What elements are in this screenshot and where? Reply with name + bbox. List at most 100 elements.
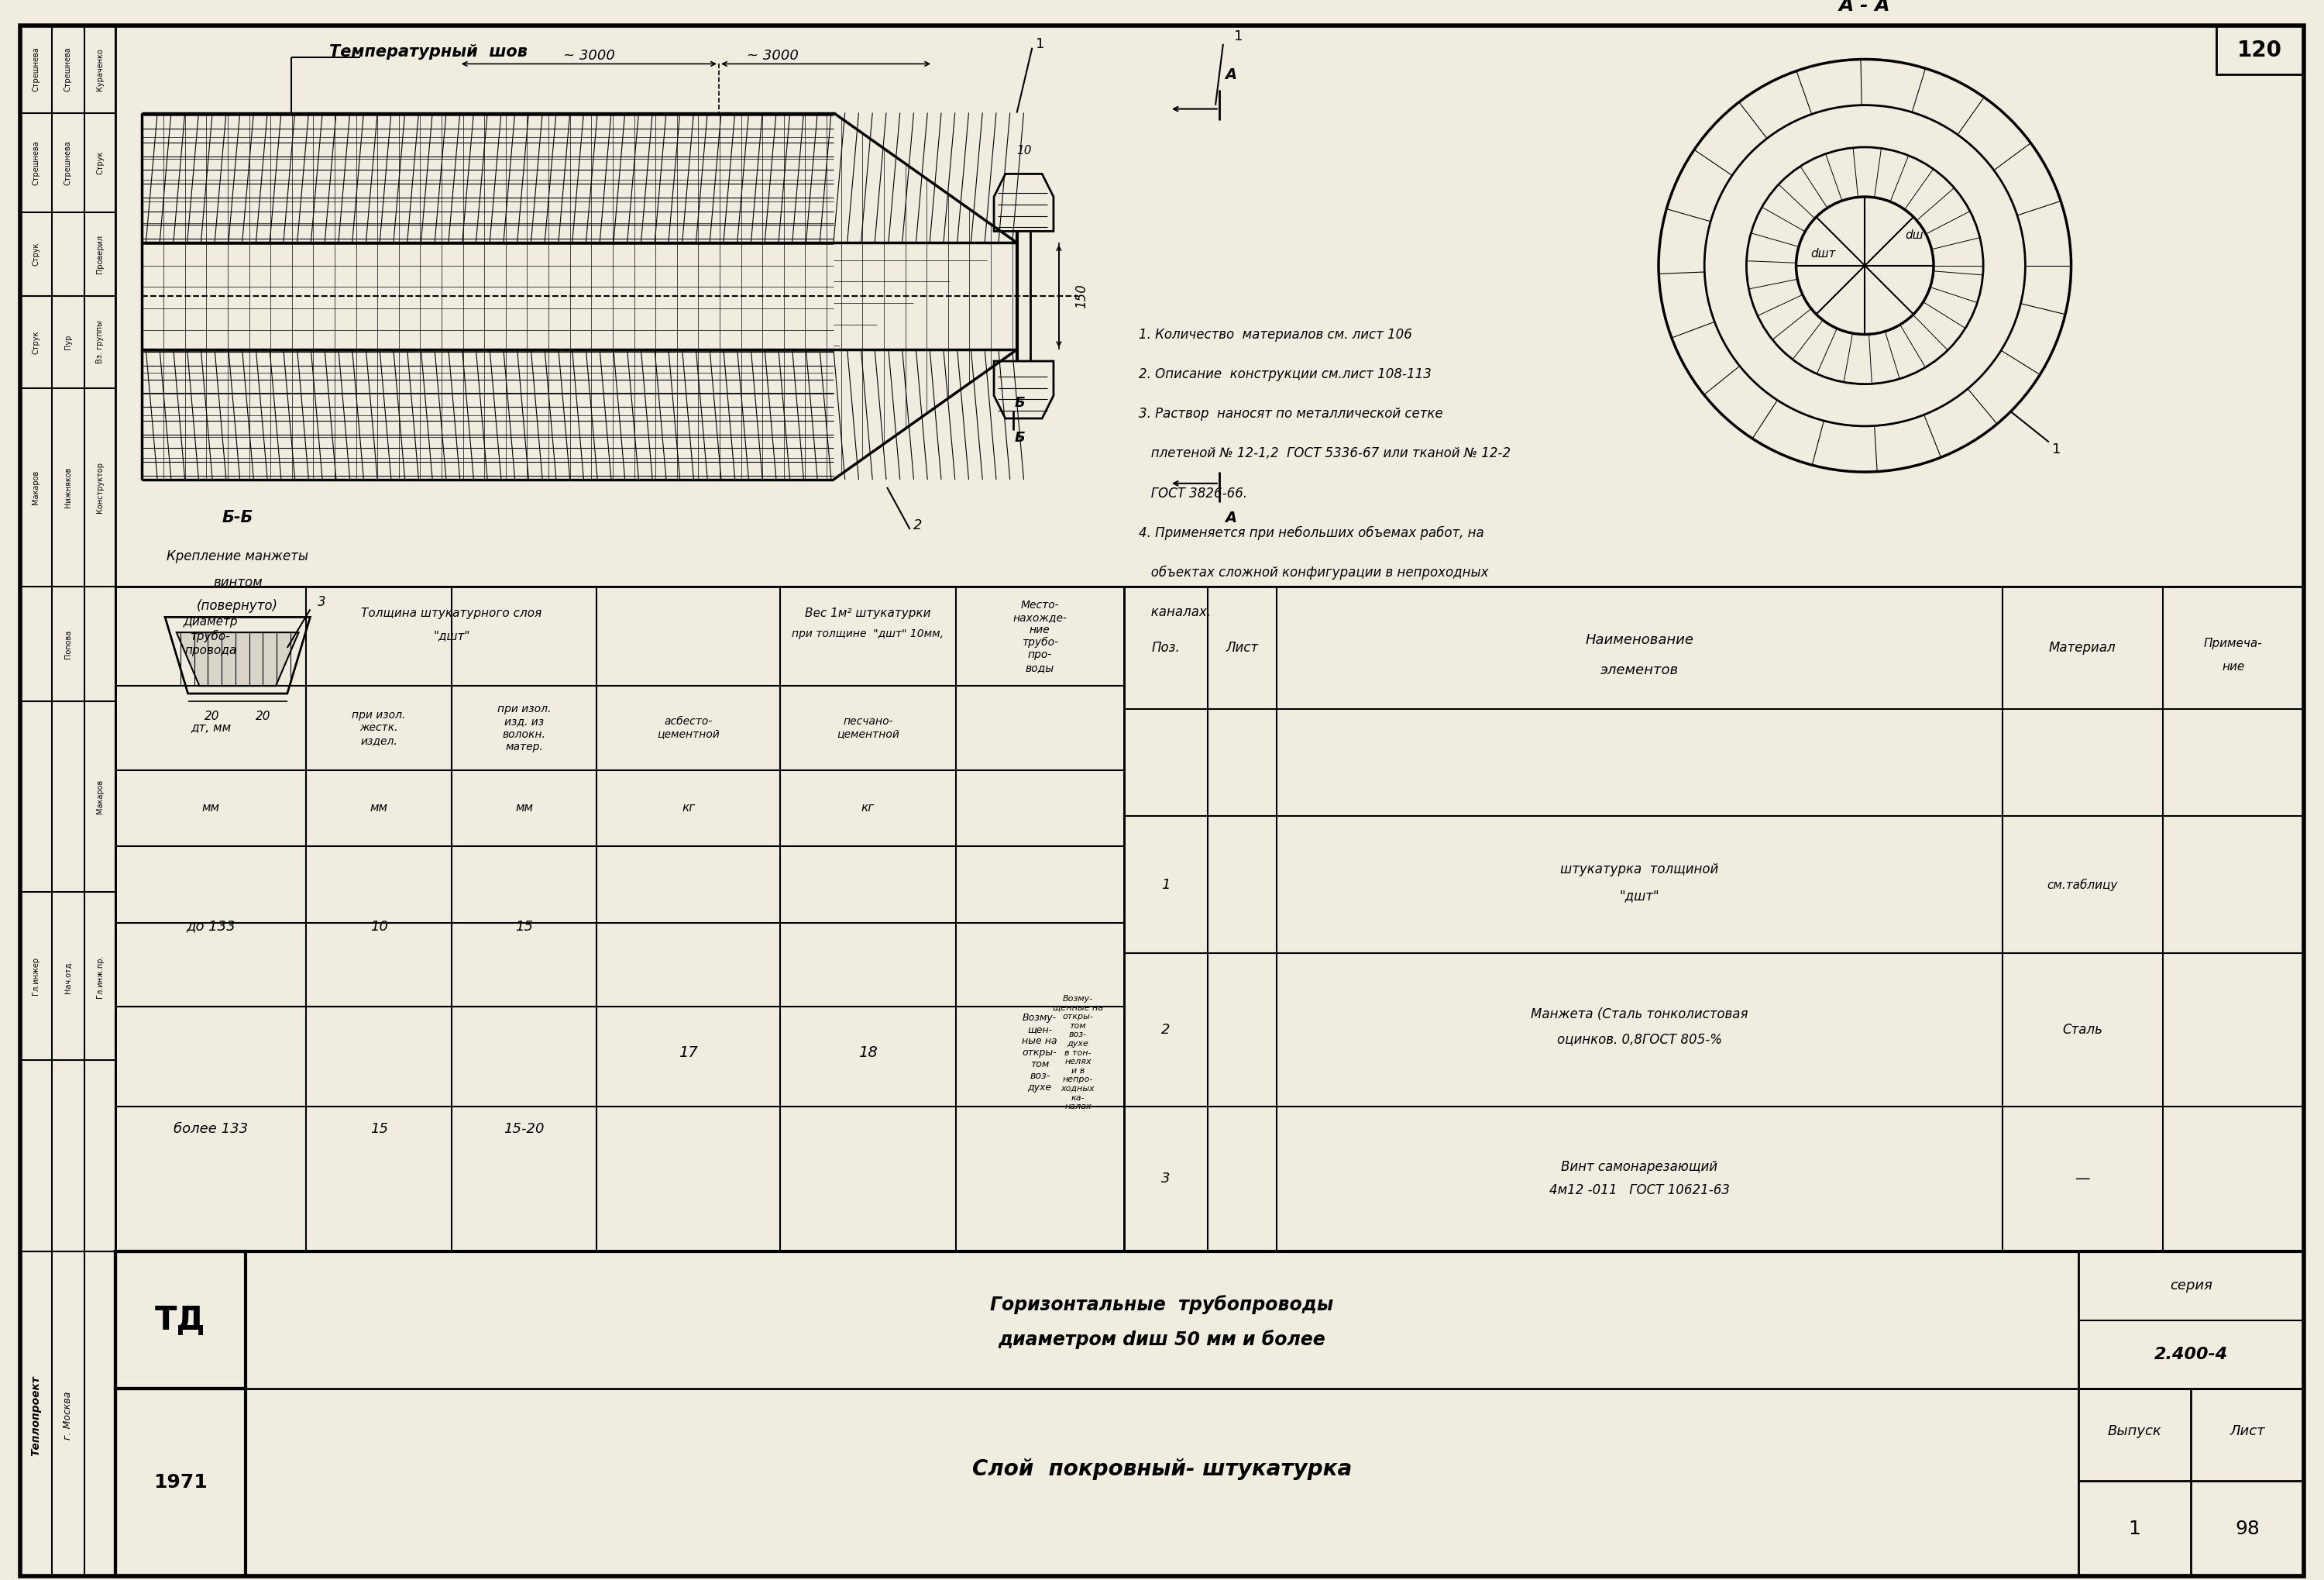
Text: Стрешнева: Стрешнева bbox=[65, 141, 72, 185]
Text: Макаров: Макаров bbox=[33, 471, 40, 504]
Text: Б: Б bbox=[1016, 397, 1025, 411]
Text: A: A bbox=[1225, 510, 1236, 525]
Text: —: — bbox=[2075, 1171, 2089, 1187]
Polygon shape bbox=[177, 632, 300, 686]
Text: Крепление манжеты: Крепление манжеты bbox=[167, 548, 309, 562]
Text: Стрешнева: Стрешнева bbox=[33, 47, 40, 92]
Text: 98: 98 bbox=[2236, 1520, 2259, 1537]
Text: Слой  покровный- штукатурка: Слой покровный- штукатурка bbox=[971, 1458, 1353, 1480]
Text: 1: 1 bbox=[2052, 442, 2061, 457]
Text: Стрешнева: Стрешнева bbox=[65, 47, 72, 92]
Text: 4. Применяется при небольших объемах работ, на: 4. Применяется при небольших объемах раб… bbox=[1139, 526, 1485, 540]
Text: 1. Количество  материалов см. лист 106: 1. Количество материалов см. лист 106 bbox=[1139, 327, 1413, 341]
Text: Винт самонарезающий: Винт самонарезающий bbox=[1562, 1160, 1717, 1174]
Text: объектах сложной конфигурации в непроходных: объектах сложной конфигурации в непроход… bbox=[1139, 566, 1490, 580]
Text: при изол.
изд. из
волокн.
матер.: при изол. изд. из волокн. матер. bbox=[497, 703, 551, 752]
Text: винтом: винтом bbox=[214, 575, 263, 589]
Text: ~ 3000: ~ 3000 bbox=[562, 49, 616, 63]
Text: Выпуск: Выпуск bbox=[2108, 1424, 2161, 1438]
Text: Возму-
щен-
ные на
откры-
том
воз-
духе: Возму- щен- ные на откры- том воз- духе bbox=[1023, 1013, 1057, 1093]
Text: 3. Раствор  наносят по металлической сетке: 3. Раствор наносят по металлической сетк… bbox=[1139, 408, 1443, 420]
Bar bbox=[116, 25, 2303, 1251]
Text: Гл.инж.пр.: Гл.инж.пр. bbox=[95, 954, 105, 999]
Text: 120: 120 bbox=[2238, 40, 2282, 62]
Text: Сталь: Сталь bbox=[2061, 1022, 2103, 1036]
Text: диаметром dиш 50 мм и более: диаметром dиш 50 мм и более bbox=[999, 1330, 1325, 1349]
Text: Стрешнева: Стрешнева bbox=[33, 141, 40, 185]
Text: A: A bbox=[1225, 68, 1236, 82]
Text: Толщина штукатурного слоя: Толщина штукатурного слоя bbox=[360, 607, 541, 619]
Text: 1: 1 bbox=[2129, 1520, 2140, 1537]
Text: 3: 3 bbox=[1162, 1172, 1171, 1185]
Text: более 133: более 133 bbox=[174, 1122, 249, 1136]
Text: Нач.отд.: Нач.отд. bbox=[65, 959, 72, 994]
Text: Конструктор: Конструктор bbox=[95, 461, 105, 514]
Text: дт, мм: дт, мм bbox=[191, 722, 230, 733]
Text: Наименование: Наименование bbox=[1585, 634, 1694, 648]
Text: 1971: 1971 bbox=[153, 1473, 207, 1492]
Text: Возму-
щенные на
откры-
том
воз-
духе
в тон-
нелях
и в
непро-
ходных
ка-
налах: Возму- щенные на откры- том воз- духе в … bbox=[1053, 995, 1104, 1111]
Text: каналах.: каналах. bbox=[1139, 605, 1211, 619]
Text: Поз.: Поз. bbox=[1153, 641, 1181, 654]
Text: 18: 18 bbox=[858, 1046, 878, 1060]
Text: плетеной № 12-1,2  ГОСТ 5336-67 или тканой № 12-2: плетеной № 12-1,2 ГОСТ 5336-67 или ткано… bbox=[1139, 447, 1511, 460]
Text: 15-20: 15-20 bbox=[504, 1122, 544, 1136]
Text: Лист: Лист bbox=[1227, 641, 1260, 654]
Text: (повернуто): (повернуто) bbox=[198, 599, 279, 613]
Text: Струк: Струк bbox=[33, 242, 40, 265]
Text: 2: 2 bbox=[913, 518, 923, 532]
Text: Макаров: Макаров bbox=[95, 779, 105, 814]
Text: ~ 3000: ~ 3000 bbox=[746, 49, 797, 63]
Bar bbox=[2217, 25, 2303, 74]
Text: при изол.
жестк.
издел.: при изол. жестк. издел. bbox=[351, 709, 407, 746]
Text: Проверил: Проверил bbox=[95, 235, 105, 273]
Text: dш: dш bbox=[1906, 229, 1924, 240]
Text: Струк: Струк bbox=[33, 330, 40, 354]
Text: ние: ние bbox=[2222, 660, 2245, 673]
Text: серия: серия bbox=[2171, 1278, 2212, 1292]
Text: элементов: элементов bbox=[1601, 664, 1678, 678]
Text: 2.400-4: 2.400-4 bbox=[2154, 1346, 2229, 1362]
Bar bbox=[116, 586, 1125, 1251]
Text: dшт: dшт bbox=[1810, 248, 1836, 261]
Text: 1: 1 bbox=[1234, 30, 1243, 43]
Text: кг: кг bbox=[862, 803, 874, 814]
Text: мм: мм bbox=[370, 803, 388, 814]
Text: песчано-
цементной: песчано- цементной bbox=[837, 716, 899, 739]
Polygon shape bbox=[995, 362, 1053, 419]
Text: Температурный  шов: Температурный шов bbox=[330, 44, 528, 60]
Text: см.таблицу: см.таблицу bbox=[2047, 878, 2117, 891]
Text: Место-
нахожде-
ние
трубо-
про-
воды: Место- нахожде- ние трубо- про- воды bbox=[1013, 599, 1067, 673]
Text: 4м12 -011   ГОСТ 10621-63: 4м12 -011 ГОСТ 10621-63 bbox=[1550, 1183, 1729, 1198]
Text: "дшт": "дшт" bbox=[432, 630, 469, 641]
Text: 15: 15 bbox=[516, 920, 532, 934]
Text: Попова: Попова bbox=[65, 629, 72, 659]
Text: асбесто-
цементной: асбесто- цементной bbox=[658, 716, 720, 739]
Text: Нижняков: Нижняков bbox=[65, 468, 72, 507]
Text: 20: 20 bbox=[256, 711, 270, 722]
Text: Струк: Струк bbox=[95, 150, 105, 174]
Polygon shape bbox=[995, 174, 1053, 231]
Text: Вз. группы: Вз. группы bbox=[95, 321, 105, 363]
Text: 1: 1 bbox=[1037, 36, 1043, 51]
Bar bbox=[116, 1251, 246, 1389]
Text: Б-Б: Б-Б bbox=[223, 510, 253, 526]
Text: при толщине  "дшт" 10мм,: при толщине "дшт" 10мм, bbox=[792, 629, 944, 640]
Text: A - A: A - A bbox=[1838, 0, 1892, 16]
Text: Б: Б bbox=[1016, 431, 1025, 444]
Text: Теплопроект: Теплопроект bbox=[30, 1376, 42, 1455]
Text: 20: 20 bbox=[205, 711, 221, 722]
Bar bbox=[116, 1251, 2303, 1577]
Text: мм: мм bbox=[516, 803, 532, 814]
Text: 10: 10 bbox=[370, 920, 388, 934]
Text: кг: кг bbox=[681, 803, 695, 814]
Text: оцинков. 0,8ГОСТ 805-%: оцинков. 0,8ГОСТ 805-% bbox=[1557, 1032, 1722, 1046]
Text: Диаметр
трубо-
провода: Диаметр трубо- провода bbox=[184, 616, 237, 656]
Text: "дшт": "дшт" bbox=[1620, 890, 1659, 904]
Text: 2: 2 bbox=[1162, 1022, 1171, 1036]
Text: 2. Описание  конструкции см.лист 108-113: 2. Описание конструкции см.лист 108-113 bbox=[1139, 367, 1432, 381]
Text: Кураченко: Кураченко bbox=[95, 47, 105, 90]
Text: 150: 150 bbox=[1074, 284, 1088, 308]
Text: Горизонтальные  трубопроводы: Горизонтальные трубопроводы bbox=[990, 1296, 1334, 1315]
Text: 1: 1 bbox=[1162, 877, 1171, 891]
